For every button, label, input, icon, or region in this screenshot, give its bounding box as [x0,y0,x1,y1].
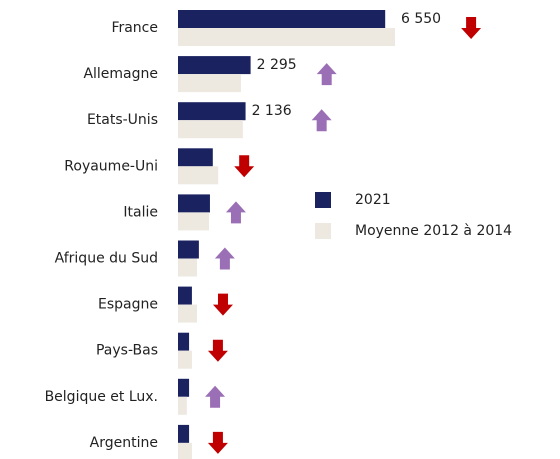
category-label: Allemagne [83,66,158,82]
trend-arrow [234,155,255,178]
trend-arrow [225,201,246,224]
category-label: Italie [123,204,158,220]
bar [178,74,241,93]
trend-arrow [207,431,228,454]
bar [178,102,246,121]
category-label: Etats-Unis [87,112,158,128]
bar [178,194,210,213]
value-label: 2 295 [257,57,297,73]
bar [178,304,197,323]
category-label: Belgique et Lux. [45,389,158,405]
bar [178,166,219,185]
bar [178,212,209,231]
bar [178,396,187,415]
bar [178,120,243,139]
bar [178,286,192,305]
trend-arrow [205,385,226,408]
trend-arrow [461,17,482,39]
bar [178,378,190,397]
trend-arrow [311,109,332,132]
bar [178,424,190,443]
legend-swatch [315,192,331,208]
category-label: Pays-Bas [96,343,158,359]
trend-arrow [207,339,228,362]
bar [178,10,386,28]
category-label: Espagne [98,297,158,313]
value-label: 6 550 [401,11,441,27]
legend-label: 2021 [355,192,391,208]
bar [178,56,251,75]
category-label: Argentine [90,435,158,451]
category-label: Afrique du Sud [55,251,158,267]
bar [178,442,192,459]
trend-arrow [316,63,337,86]
bar [178,350,192,369]
bar [178,332,190,351]
category-label: France [111,20,158,36]
trend-arrow [212,293,233,316]
legend-label: Moyenne 2012 à 2014 [355,223,512,239]
value-label: 2 136 [252,103,292,119]
bar [178,28,395,46]
bar [178,148,213,167]
bar [178,258,197,277]
legend-swatch [315,223,331,239]
category-label: Royaume-Uni [64,158,158,174]
bar [178,240,199,259]
trend-arrow [214,247,235,270]
